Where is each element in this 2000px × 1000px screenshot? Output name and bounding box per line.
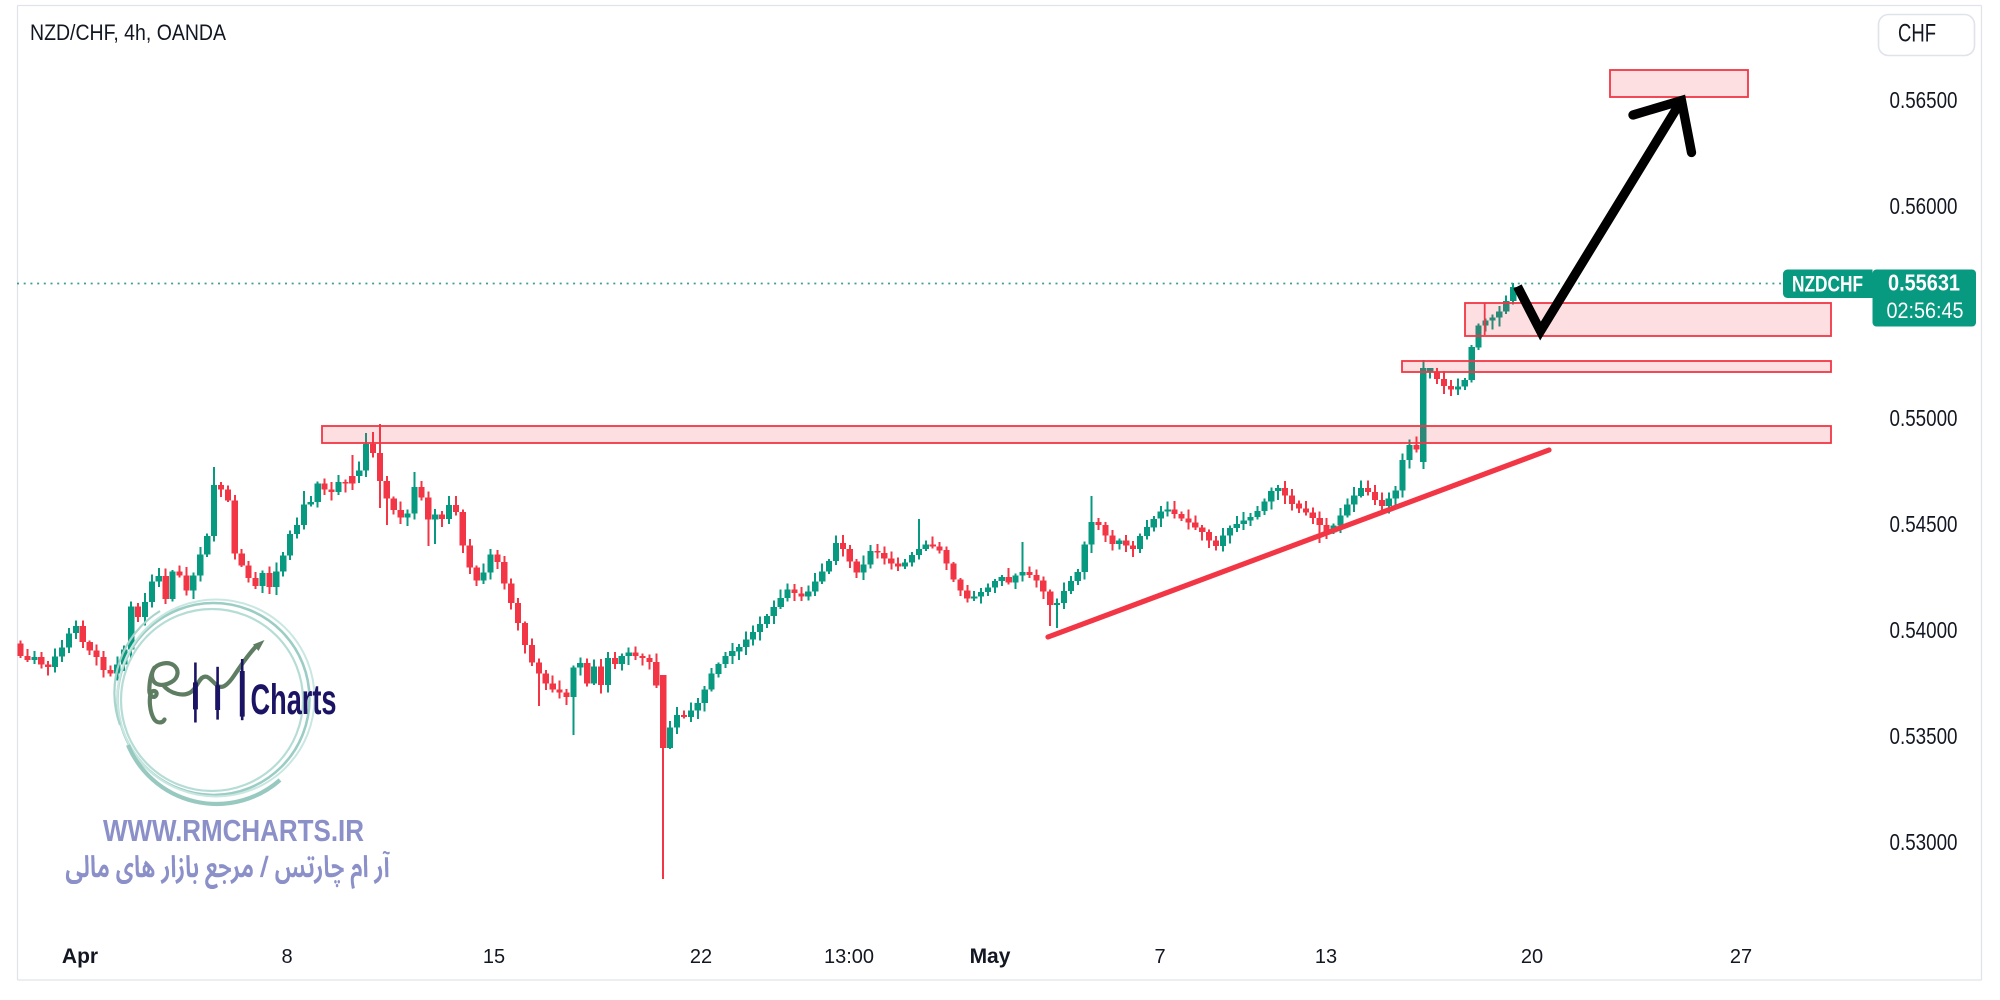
svg-text:20: 20 [1521,946,1543,968]
svg-text:7: 7 [1154,946,1165,968]
svg-text:0.55631: 0.55631 [1888,270,1960,296]
svg-text:0.53000: 0.53000 [1890,829,1958,855]
svg-text:0.55000: 0.55000 [1890,405,1958,431]
svg-text:0.53500: 0.53500 [1890,723,1958,749]
svg-text:May: May [970,945,1011,968]
svg-text:22: 22 [690,946,712,968]
svg-text:Apr: Apr [62,945,98,968]
svg-text:0.56500: 0.56500 [1890,87,1958,113]
svg-text:0.54000: 0.54000 [1890,617,1958,643]
svg-text:0.56000: 0.56000 [1890,193,1958,219]
svg-text:13: 13 [1315,946,1337,968]
svg-text:13:00: 13:00 [824,946,874,968]
svg-text:Charts: Charts [251,676,337,724]
svg-text:NZD/CHF, 4h, OANDA: NZD/CHF, 4h, OANDA [30,20,226,45]
svg-text:27: 27 [1730,946,1752,968]
svg-text:CHF: CHF [1898,20,1936,48]
svg-text:15: 15 [483,946,505,968]
svg-text:8: 8 [281,946,292,968]
svg-text:0.54500: 0.54500 [1890,511,1958,537]
svg-text:WWW.RMCHARTS.IR: WWW.RMCHARTS.IR [103,813,364,848]
svg-text:02:56:45: 02:56:45 [1887,298,1964,323]
svg-text:NZDCHF: NZDCHF [1792,272,1863,297]
